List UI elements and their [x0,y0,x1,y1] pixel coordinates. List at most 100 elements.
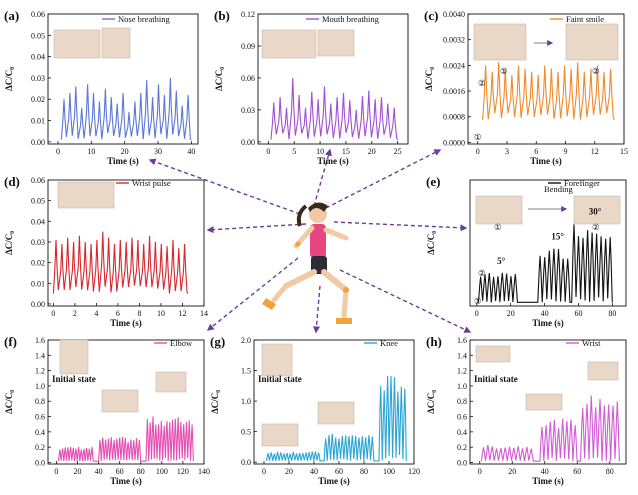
y-tick-label: 1.4 [457,351,467,360]
x-tick-label: 100 [383,467,395,476]
x-tick-label: 10 [87,147,95,156]
x-tick-label: 6 [534,147,538,156]
x-tick-label: 120 [408,467,420,476]
runner-wrist-sensor [295,241,301,247]
photo-label-1: ① [500,66,508,76]
x-tick-label: 100 [156,467,168,476]
y-tick-label: 0.01 [31,279,45,288]
series-line [480,395,621,462]
x-tick-label: 12 [178,309,186,318]
x-tick-label: 25 [394,147,402,156]
plot-frame [253,339,415,465]
legend-label: Mouth breathing [322,14,380,24]
inset-photo [317,29,355,57]
y-tick-label: 0.02 [31,259,45,268]
y-tick-label: 0.00 [31,300,45,309]
angle-30: 30° [589,207,602,217]
plot-frame [469,339,627,465]
panel-label: (b) [214,8,230,23]
y-axis-label: ΔC/C₀ [214,67,224,91]
y-tick-label: 0.04 [31,217,45,226]
plot-frame [47,179,205,307]
x-tick-label: 20 [74,467,82,476]
panel-e: (e) 0 20 40 60 80 Time (s) ΔC/C₀ Forefinger ① ② 5° 1… [426,174,627,328]
y-tick-label: 0.0032 [443,36,465,45]
series-line [482,62,615,121]
state-label: Initial state [474,374,518,384]
inset-photo [155,371,187,393]
inset-photo [59,339,89,375]
dashed-arrow [333,221,468,232]
x-tick-label: 40 [541,467,549,476]
inset-photo [261,343,293,377]
x-tick-label: 0 [54,467,58,476]
y-tick-label: 0.03 [241,106,255,115]
y-tick-label: 0.02 [31,95,45,104]
panel-d: (d) 0 2 4 6 8 10 12 14 0.00 0.01 0.02 0.03 0.04 0.05 0.… [4,174,208,328]
y-tick-label: 1.2 [457,367,467,376]
series-line [60,77,192,141]
y-tick-label: 0.8 [35,397,45,406]
runner-illustration [262,202,352,324]
y-tick-label: 1.2 [35,367,45,376]
y-tick-label: 0.0008 [443,113,465,122]
inset-photo [261,423,299,447]
x-tick-label: 14 [200,309,208,318]
y-axis-label: ΔC/C₀ [4,67,14,91]
inset-photo [473,23,527,61]
y-tick-label: 0.0016 [443,87,465,96]
x-tick-label: 60 [335,467,343,476]
series-line [265,375,407,462]
series-line [57,416,195,462]
runner-top [310,224,326,258]
y-tick-label: 0.05 [31,197,45,206]
x-tick-label: 80 [606,467,614,476]
angle-15: 15° [551,231,564,241]
x-axis-label: Time (s) [530,156,562,166]
x-tick-label: 60 [573,467,581,476]
dashed-arrow [206,223,307,234]
panel-label: (c) [424,8,438,23]
state-label: Initial state [258,374,302,384]
y-axis-label: ΔC/C₀ [210,390,220,414]
y-tick-label: 0.03 [31,74,45,83]
x-tick-label: 60 [116,467,124,476]
inset-photo [475,195,523,225]
panel-a: (a) 0 10 20 30 40 0.00 0.01 0.02 0.03 0.04 0.05 0.06… [4,8,199,166]
dashed-arrow [339,269,472,333]
panel-label: (e) [426,174,440,189]
runner-leg-back-shin [271,283,289,303]
x-tick-label: 15 [342,147,350,156]
y-tick-label: 0.04 [31,53,45,62]
state-label: Initial state [52,374,96,384]
y-tick-label: 0.06 [31,10,45,19]
inset-photo [587,361,619,381]
panels-layer: (a)0 10 20 30 400.000.010.020.030.040.050.06… [4,8,628,486]
y-tick-label: 0.05 [31,31,45,40]
x-tick-label: 0 [475,309,479,318]
inset-photo [53,29,101,59]
x-tick-label: 80 [137,467,145,476]
panel-f: (f) 0 20 40 60 80 100 120 140 0.0 0.2 0.4 0.6 0.8 1.0 1… [4,334,210,486]
y-tick-label: 1.6 [35,336,45,345]
runner-leg-front-shin [341,287,349,319]
x-tick-label: 40 [310,467,318,476]
y-tick-label: 0.0 [241,458,251,467]
x-axis-label: Time (s) [532,476,564,486]
inset-photo [565,23,619,61]
series-line [477,224,613,303]
legend-label: Forefinger [564,178,600,188]
inset-photo [573,195,621,225]
y-tick-label: 0.06 [241,74,255,83]
y-tick-label: 0.03 [31,238,45,247]
dashed-arrow [312,285,321,334]
y-tick-label: 0.2 [35,443,45,452]
x-tick-label: 12 [591,147,599,156]
y-tick-label: 1.0 [241,397,251,406]
x-axis-label: Time (s) [110,318,142,328]
y-tick-label: 0.00 [241,138,255,147]
x-tick-label: 0 [262,467,266,476]
panel-g: (g) 0 20 40 60 80 100 120 0.0 0.5 1.0 1.5 2.0 Time (s… [210,334,420,486]
y-tick-label: 2.0 [241,336,251,345]
